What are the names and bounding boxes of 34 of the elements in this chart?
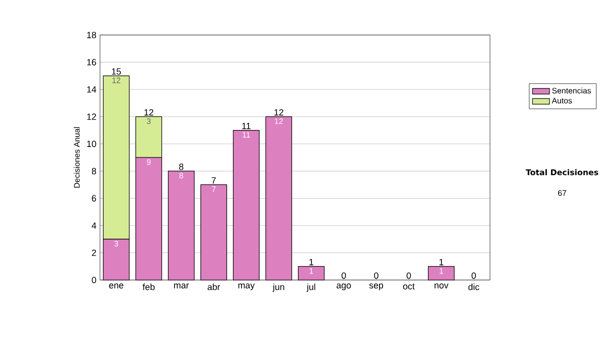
x-tick-label: oct: [403, 284, 415, 290]
total-label: 7: [212, 177, 216, 184]
x-tick-label: nov: [434, 284, 448, 288]
total-label: 8: [179, 164, 184, 170]
x-tick-label: sep: [369, 284, 384, 290]
total-label: 15: [112, 68, 121, 75]
total-label: 12: [144, 109, 154, 116]
x-tick-label: may: [238, 284, 255, 290]
x-tick-label: mar: [174, 284, 189, 288]
x-tick-label: dic: [468, 284, 480, 290]
y-tick-label: 6: [92, 195, 96, 202]
x-tick-label: ago: [336, 284, 351, 290]
y-tick-label: 4: [92, 222, 96, 229]
total-label: 11: [242, 122, 250, 130]
total-label: 0: [342, 272, 346, 279]
x-tick-label: feb: [142, 284, 155, 290]
y-tick-label: 2: [92, 250, 96, 256]
total-label: 12: [274, 109, 284, 116]
y-tick-label: 18: [87, 32, 96, 38]
x-tick-label: jun: [272, 284, 284, 292]
x-tick-label: jul: [306, 284, 316, 292]
x-tick-label: abr: [208, 284, 220, 290]
total-label: 1: [439, 259, 444, 266]
total-label: 0: [472, 272, 476, 279]
x-tick-label: ene: [109, 284, 124, 288]
y-tick-label: 14: [87, 86, 96, 93]
total-label: 1: [309, 259, 314, 266]
total-label: 0: [374, 272, 378, 279]
total-label: 0: [406, 272, 411, 279]
y-tick-label: 0: [92, 276, 96, 284]
y-tick-label: 8: [92, 168, 96, 174]
y-tick-label: 12: [87, 114, 96, 120]
y-tick-label: 16: [87, 59, 96, 66]
y-tick-label: 10: [87, 140, 96, 148]
